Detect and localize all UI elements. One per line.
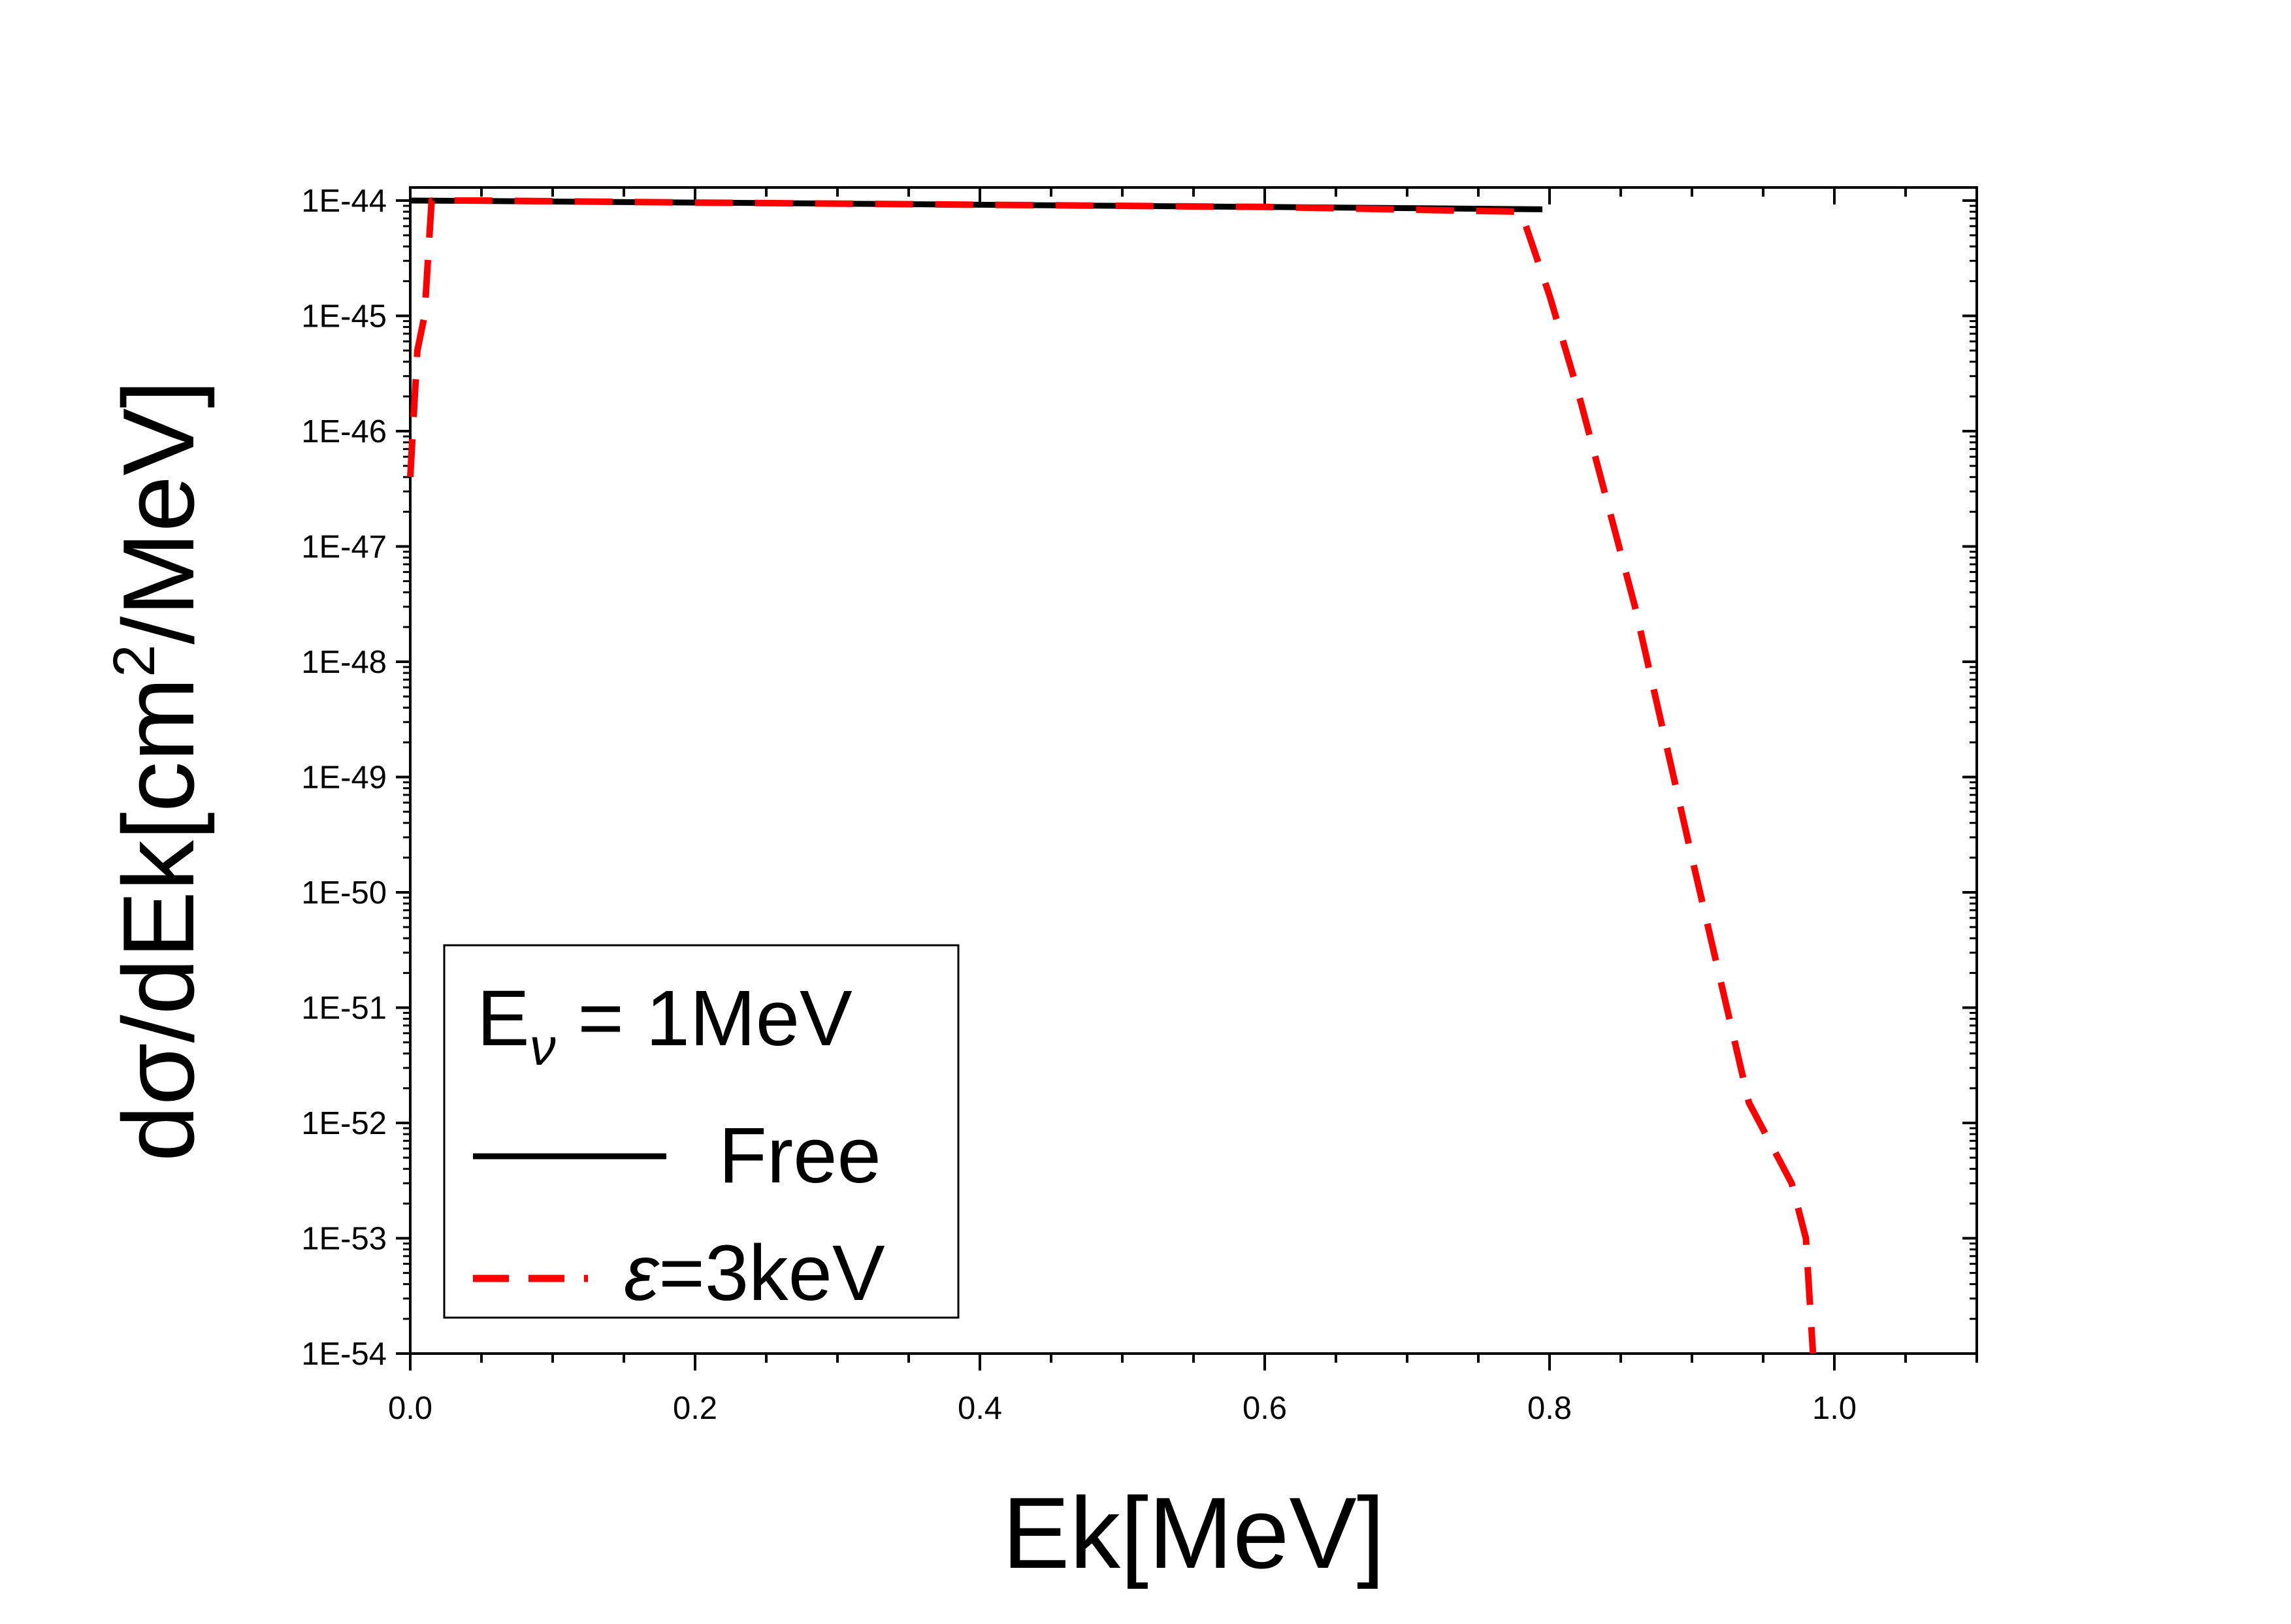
y-tick-label: 1E-48 (301, 645, 387, 680)
x-tick-label: 0.4 (958, 1391, 1002, 1426)
legend-title-tail: = 1MeV (556, 973, 853, 1062)
y-tick-label: 1E-44 (301, 184, 387, 219)
legend-label-free-main: Free (719, 1111, 881, 1199)
x-axis-title: Ek[MeV] (1002, 1476, 1385, 1589)
legend-title-sub: ν (530, 1018, 556, 1076)
y-tick-label: 1E-46 (301, 414, 387, 449)
y-axis-title-tail: /MeV] (102, 380, 215, 645)
x-tick-label: 0.0 (388, 1391, 432, 1426)
y-axis-title-main: dσ/dEk[cm (102, 677, 215, 1162)
y-tick-label: 1E-51 (301, 991, 387, 1026)
legend-label-epsilon-main: =3keV (658, 1228, 885, 1317)
y-tick-label: 1E-54 (301, 1337, 387, 1372)
y-tick-label: 1E-53 (301, 1222, 387, 1257)
legend: Eν = 1MeV Free ε=3keV (443, 944, 960, 1319)
legend-label-epsilon: ε=3keV (624, 1228, 885, 1317)
y-tick-label: 1E-49 (301, 760, 387, 796)
series-line-epsilon (407, 197, 1817, 1354)
series-group (407, 197, 1817, 1354)
legend-label-epsilon-prefix: ε (624, 1228, 660, 1317)
legend-box (443, 944, 960, 1319)
y-tick-label: 1E-45 (301, 299, 387, 334)
x-tick-label: 1.0 (1812, 1391, 1857, 1426)
x-tick-label: 0.8 (1527, 1391, 1572, 1426)
y-axis-title-sup: 2 (102, 645, 167, 677)
y-axis-title: dσ/dEk[cm2/MeV] (102, 380, 215, 1162)
legend-label-free: Free (719, 1111, 881, 1199)
y-tick-label: 1E-52 (301, 1106, 387, 1141)
x-tick-label: 0.6 (1243, 1391, 1287, 1426)
y-tick-label: 1E-50 (301, 875, 387, 911)
axis-ticks: 0.0 0.2 0.4 0.6 0.8 1.0 1E-44 1E-45 1E-46 1E-47 1E… (301, 184, 1978, 1426)
y-tick-label: 1E-47 (301, 530, 387, 565)
legend-title-main: E (477, 973, 530, 1062)
x-tick-label: 0.2 (673, 1391, 717, 1426)
legend-title: Eν = 1MeV (477, 973, 853, 1076)
